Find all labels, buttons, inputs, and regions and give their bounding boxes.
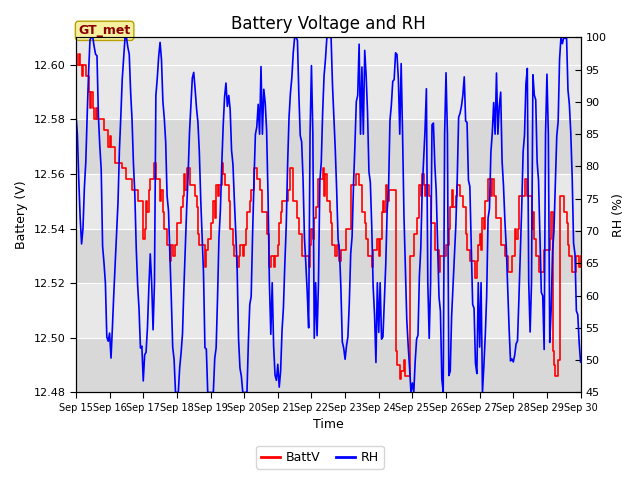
Bar — [76, 228, 580, 283]
Title: Battery Voltage and RH: Battery Voltage and RH — [231, 15, 426, 33]
Y-axis label: Battery (V): Battery (V) — [15, 180, 28, 249]
Bar — [76, 283, 580, 338]
Legend: BattV, RH: BattV, RH — [256, 446, 384, 469]
X-axis label: Time: Time — [313, 419, 344, 432]
Text: GT_met: GT_met — [79, 24, 131, 37]
Bar — [76, 338, 580, 393]
Bar — [76, 119, 580, 174]
Y-axis label: RH (%): RH (%) — [612, 193, 625, 237]
Bar — [76, 65, 580, 119]
Bar — [76, 174, 580, 228]
